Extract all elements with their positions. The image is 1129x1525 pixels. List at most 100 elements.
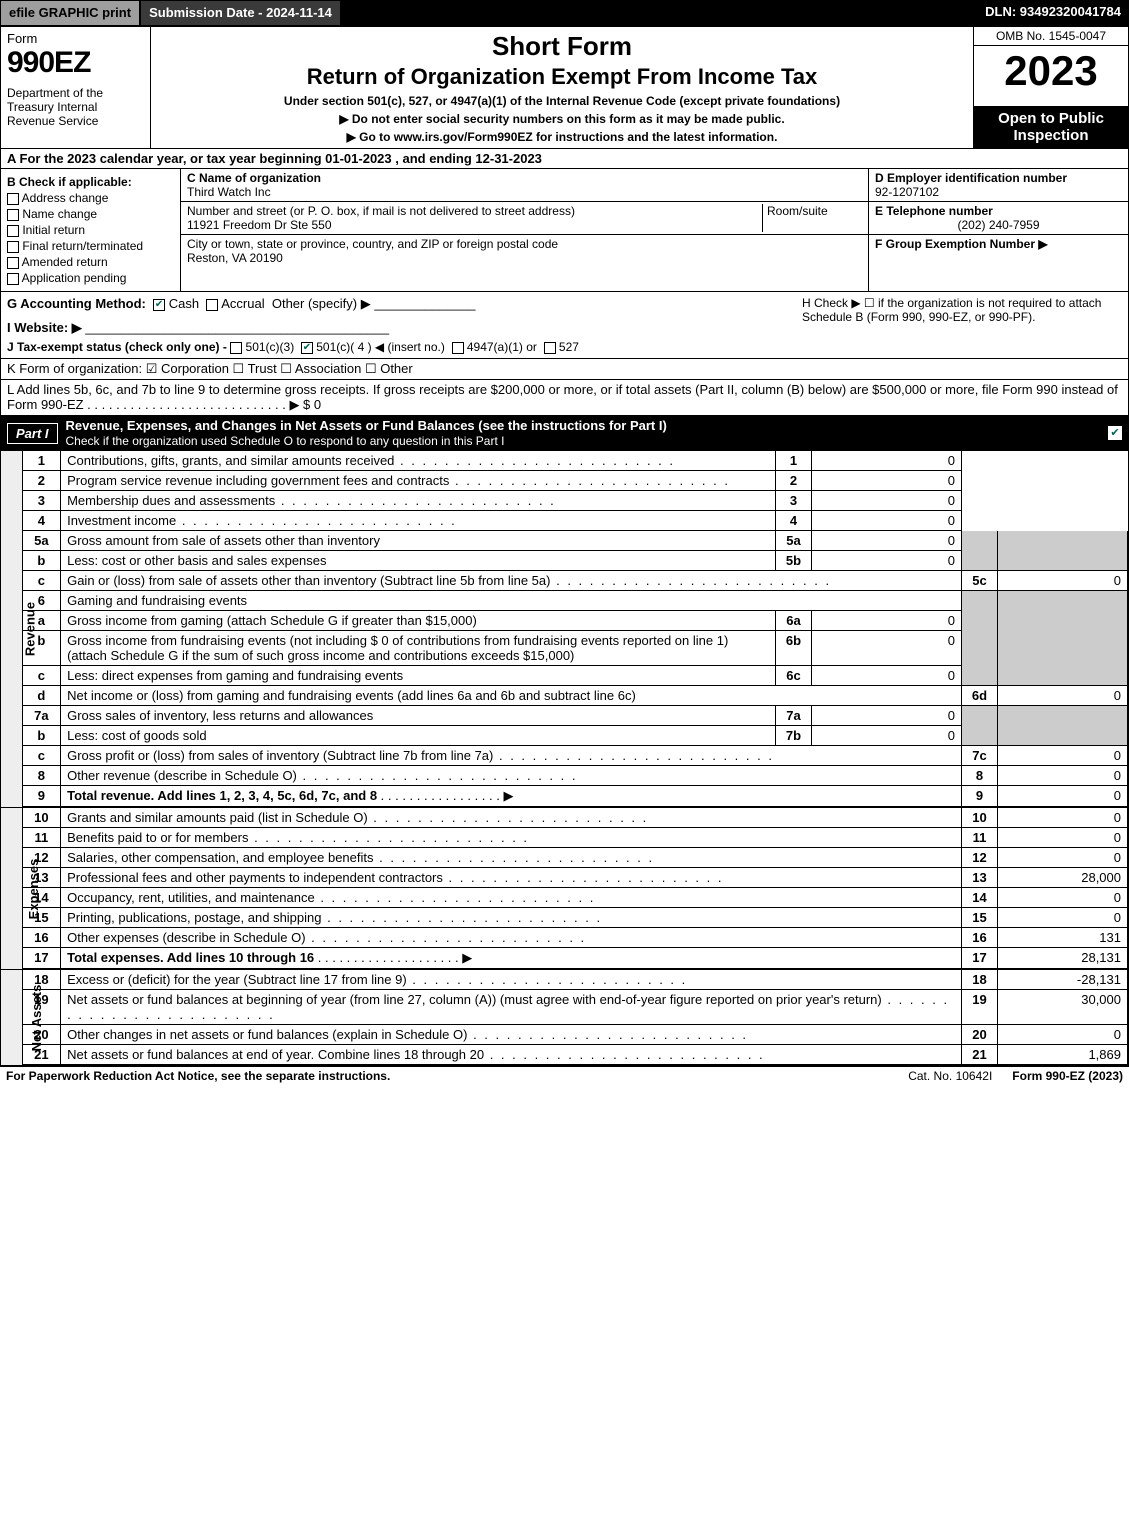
- row-l: L Add lines 5b, 6c, and 7b to line 9 to …: [0, 380, 1129, 416]
- label-amended-return: Amended return: [22, 255, 108, 269]
- line-7a: 7aGross sales of inventory, less returns…: [23, 706, 1128, 726]
- line-13: 13Professional fees and other payments t…: [23, 868, 1128, 888]
- checkbox-4947[interactable]: [452, 342, 464, 354]
- line-11: 11Benefits paid to or for members110: [23, 828, 1128, 848]
- line-9: 9Total revenue. Add lines 1, 2, 3, 4, 5c…: [23, 786, 1128, 807]
- line-4: 4Investment income40: [23, 511, 1128, 531]
- col-b-label: B Check if applicable:: [7, 175, 132, 189]
- label-501c3: 501(c)(3): [246, 340, 295, 354]
- revenue-side-label: Revenue: [1, 451, 23, 807]
- line-15: 15Printing, publications, postage, and s…: [23, 908, 1128, 928]
- room-suite-label: Room/suite: [762, 204, 862, 232]
- line-6: 6Gaming and fundraising events: [23, 591, 1128, 611]
- checkbox-amended-return[interactable]: [7, 257, 19, 269]
- top-bar: efile GRAPHIC print Submission Date - 20…: [0, 0, 1129, 26]
- form-header: Form 990EZ Department of the Treasury In…: [0, 26, 1129, 149]
- line-21: 21Net assets or fund balances at end of …: [23, 1045, 1128, 1065]
- form-title: Return of Organization Exempt From Incom…: [159, 64, 965, 90]
- footer-left: For Paperwork Reduction Act Notice, see …: [6, 1069, 888, 1083]
- expenses-block: Expenses 10Grants and similar amounts pa…: [0, 808, 1129, 970]
- label-accrual: Accrual: [221, 296, 264, 311]
- checkbox-accrual[interactable]: [206, 299, 218, 311]
- form-word: Form: [7, 31, 144, 46]
- label-cash: Cash: [169, 296, 199, 311]
- checkbox-final-return[interactable]: [7, 241, 19, 253]
- section-gh: G Accounting Method: Cash Accrual Other …: [0, 292, 1129, 359]
- checkbox-cash[interactable]: [153, 299, 165, 311]
- checkbox-501c3[interactable]: [230, 342, 242, 354]
- line-10: 10Grants and similar amounts paid (list …: [23, 808, 1128, 828]
- row-a-tax-year: A For the 2023 calendar year, or tax yea…: [0, 149, 1129, 169]
- checkbox-name-change[interactable]: [7, 209, 19, 221]
- phone-value: (202) 240-7959: [875, 218, 1122, 232]
- label-address-change: Address change: [22, 191, 109, 205]
- checkbox-application-pending[interactable]: [7, 273, 19, 285]
- line-16: 16Other expenses (describe in Schedule O…: [23, 928, 1128, 948]
- street-label: Number and street (or P. O. box, if mail…: [187, 204, 575, 218]
- line-14: 14Occupancy, rent, utilities, and mainte…: [23, 888, 1128, 908]
- phone-label: E Telephone number: [875, 204, 993, 218]
- street-value: 11921 Freedom Dr Ste 550: [187, 218, 332, 232]
- accounting-method-label: G Accounting Method:: [7, 296, 146, 311]
- column-b: B Check if applicable: Address change Na…: [1, 169, 181, 291]
- net-assets-side-label: Net Assets: [1, 970, 23, 1065]
- part-i-header: Part I Revenue, Expenses, and Changes in…: [0, 416, 1129, 451]
- short-form-title: Short Form: [159, 31, 965, 62]
- tax-year: 2023: [974, 46, 1128, 106]
- line-7c: cGross profit or (loss) from sales of in…: [23, 746, 1128, 766]
- label-application-pending: Application pending: [22, 271, 127, 285]
- org-name: Third Watch Inc: [187, 185, 271, 199]
- row-k: K Form of organization: ☑ Corporation ☐ …: [0, 359, 1129, 380]
- line-12: 12Salaries, other compensation, and empl…: [23, 848, 1128, 868]
- subtitle-3: ▶ Go to www.irs.gov/Form990EZ for instru…: [159, 130, 965, 144]
- label-other-method: Other (specify) ▶: [272, 296, 371, 311]
- group-exemption-label: F Group Exemption Number ▶: [875, 237, 1048, 251]
- line-18: 18Excess or (deficit) for the year (Subt…: [23, 970, 1128, 990]
- part-i-check-text: Check if the organization used Schedule …: [66, 434, 505, 448]
- part-i-title: Revenue, Expenses, and Changes in Net As…: [66, 418, 667, 433]
- line-8: 8Other revenue (describe in Schedule O)8…: [23, 766, 1128, 786]
- part-i-label: Part I: [7, 423, 58, 444]
- dln-label: DLN: 93492320041784: [977, 0, 1129, 26]
- submission-date-button[interactable]: Submission Date - 2024-11-14: [140, 0, 341, 26]
- section-bcd: B Check if applicable: Address change Na…: [0, 169, 1129, 292]
- label-initial-return: Initial return: [22, 223, 85, 237]
- line-20: 20Other changes in net assets or fund ba…: [23, 1025, 1128, 1045]
- open-inspection-label: Open to Public Inspection: [974, 106, 1128, 148]
- subtitle-2: ▶ Do not enter social security numbers o…: [159, 112, 965, 126]
- checkbox-initial-return[interactable]: [7, 225, 19, 237]
- line-19: 19Net assets or fund balances at beginni…: [23, 990, 1128, 1025]
- ein-label: D Employer identification number: [875, 171, 1067, 185]
- label-527: 527: [559, 340, 579, 354]
- line-5c: cGain or (loss) from sale of assets othe…: [23, 571, 1128, 591]
- efile-print-button[interactable]: efile GRAPHIC print: [0, 0, 140, 26]
- city-label: City or town, state or province, country…: [187, 237, 558, 251]
- column-def: D Employer identification number 92-1207…: [868, 169, 1128, 291]
- footer-right: Form 990-EZ (2023): [1012, 1069, 1123, 1083]
- checkbox-527[interactable]: [544, 342, 556, 354]
- label-4947: 4947(a)(1) or: [467, 340, 537, 354]
- line-3: 3Membership dues and assessments30: [23, 491, 1128, 511]
- subtitle-1: Under section 501(c), 527, or 4947(a)(1)…: [159, 94, 965, 108]
- column-c: C Name of organization Third Watch Inc N…: [181, 169, 868, 291]
- org-name-label: C Name of organization: [187, 171, 321, 185]
- label-501c: 501(c)( 4 ) ◀ (insert no.): [316, 340, 445, 354]
- ein-value: 92-1207102: [875, 185, 939, 199]
- tax-exempt-label: J Tax-exempt status (check only one) -: [7, 340, 227, 354]
- line-17: 17Total expenses. Add lines 10 through 1…: [23, 948, 1128, 969]
- line-2: 2Program service revenue including gover…: [23, 471, 1128, 491]
- expenses-side-label: Expenses: [1, 808, 23, 969]
- website-label: I Website: ▶: [7, 320, 82, 335]
- part-i-checkbox[interactable]: ✔: [1108, 426, 1122, 440]
- line-1: 1Contributions, gifts, grants, and simil…: [23, 451, 1128, 471]
- city-value: Reston, VA 20190: [187, 251, 283, 265]
- department-label: Department of the Treasury Internal Reve…: [7, 86, 144, 128]
- label-name-change: Name change: [22, 207, 97, 221]
- checkbox-address-change[interactable]: [7, 193, 19, 205]
- net-assets-block: Net Assets 18Excess or (deficit) for the…: [0, 970, 1129, 1066]
- line-6d: dNet income or (loss) from gaming and fu…: [23, 686, 1128, 706]
- checkbox-501c[interactable]: [301, 342, 313, 354]
- omb-number: OMB No. 1545-0047: [974, 27, 1128, 46]
- page-footer: For Paperwork Reduction Act Notice, see …: [0, 1066, 1129, 1085]
- revenue-block: Revenue 1Contributions, gifts, grants, a…: [0, 451, 1129, 808]
